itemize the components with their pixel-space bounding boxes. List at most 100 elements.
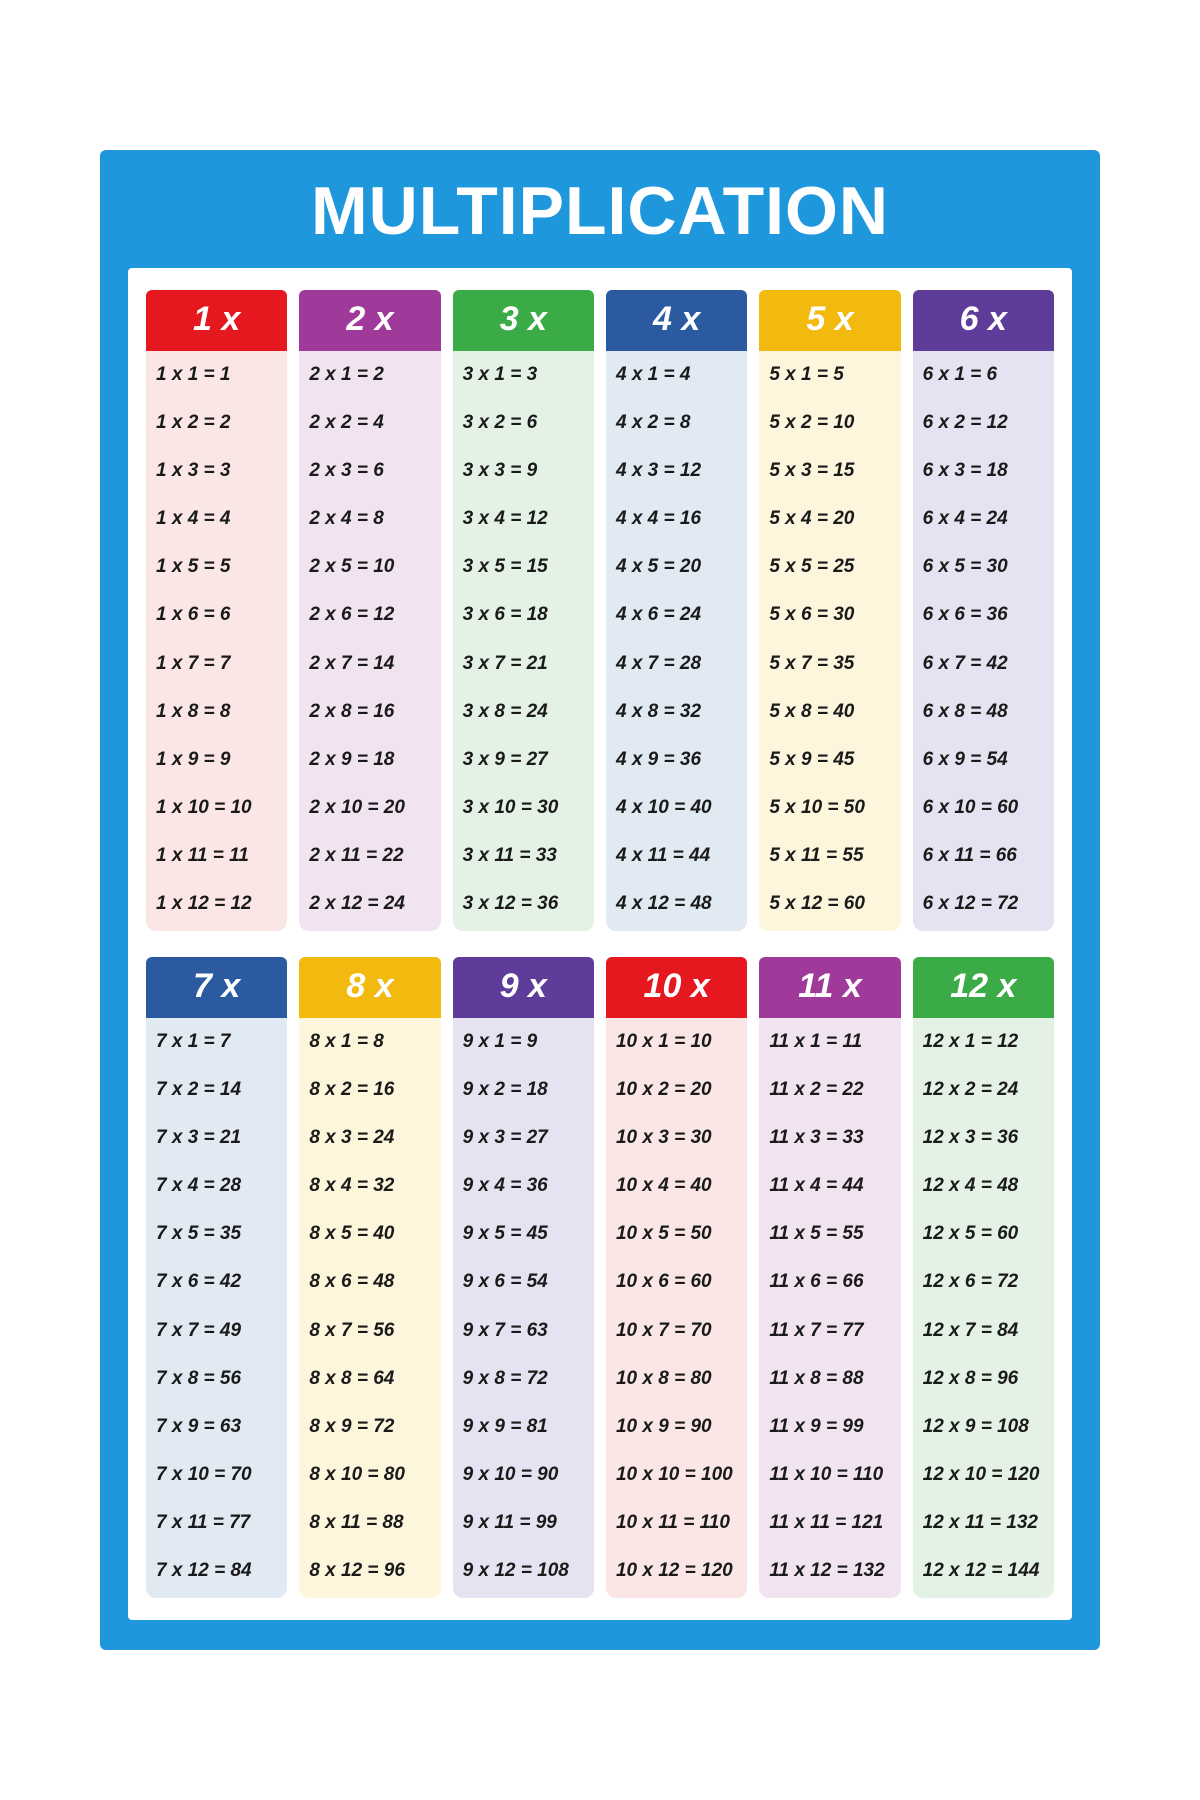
column-header: 9 x <box>453 957 594 1018</box>
equation: 7 x 7 = 49 <box>156 1321 281 1342</box>
equation: 4 x 8 = 32 <box>616 702 741 723</box>
column-body: 9 x 1 = 99 x 2 = 189 x 3 = 279 x 4 = 369… <box>453 1018 594 1598</box>
equation: 8 x 11 = 88 <box>309 1513 434 1534</box>
equation: 6 x 9 = 54 <box>923 750 1048 771</box>
equation: 3 x 5 = 15 <box>463 557 588 578</box>
equation: 5 x 7 = 35 <box>769 654 894 675</box>
table-column-10: 10 x10 x 1 = 1010 x 2 = 2010 x 3 = 3010 … <box>606 957 747 1598</box>
equation: 1 x 1 = 1 <box>156 365 281 386</box>
equation: 6 x 6 = 36 <box>923 605 1048 626</box>
equation: 12 x 4 = 48 <box>923 1176 1048 1197</box>
equation: 9 x 7 = 63 <box>463 1321 588 1342</box>
column-body: 11 x 1 = 11 11 x 2 = 22 11 x 3 = 33 11 x 4 … <box>759 1018 900 1598</box>
equation: 5 x 5 = 25 <box>769 557 894 578</box>
equation: 8 x 12 = 96 <box>309 1561 434 1582</box>
equation: 4 x 1 = 4 <box>616 365 741 386</box>
equation: 9 x 2 = 18 <box>463 1080 588 1101</box>
equation: 2 x 6 = 12 <box>309 605 434 626</box>
equation: 6 x 4 = 24 <box>923 509 1048 530</box>
equation: 12 x 5 = 60 <box>923 1224 1048 1245</box>
equation: 6 x 3 = 18 <box>923 461 1048 482</box>
equation: 8 x 9 = 72 <box>309 1417 434 1438</box>
equation: 10 x 8 = 80 <box>616 1369 741 1390</box>
equation: 4 x 6 = 24 <box>616 605 741 626</box>
multiplication-poster: MULTIPLICATION 1 x1 x 1 = 11 x 2 = 21 x … <box>100 150 1100 1650</box>
equation: 5 x 1 = 5 <box>769 365 894 386</box>
equation: 11 x 3 = 33 <box>769 1128 894 1149</box>
equation: 11 x 2 = 22 <box>769 1080 894 1101</box>
equation: 11 x 8 = 88 <box>769 1369 894 1390</box>
poster-title: MULTIPLICATION <box>128 172 1072 250</box>
equation: 6 x 2 = 12 <box>923 413 1048 434</box>
column-header: 11 x <box>759 957 900 1018</box>
column-body: 1 x 1 = 11 x 2 = 21 x 3 = 31 x 4 = 41 x … <box>146 351 287 931</box>
equation: 7 x 9 = 63 <box>156 1417 281 1438</box>
equation: 2 x 9 = 18 <box>309 750 434 771</box>
column-header: 5 x <box>759 290 900 351</box>
equation: 7 x 1 = 7 <box>156 1032 281 1053</box>
equation: 3 x 4 = 12 <box>463 509 588 530</box>
equation: 9 x 9 = 81 <box>463 1417 588 1438</box>
column-header: 7 x <box>146 957 287 1018</box>
column-body: 12 x 1 = 1212 x 2 = 2412 x 3 = 3612 x 4 … <box>913 1018 1054 1598</box>
equation: 7 x 8 = 56 <box>156 1369 281 1390</box>
equation: 1 x 10 = 10 <box>156 798 281 819</box>
equation: 1 x 3 = 3 <box>156 461 281 482</box>
equation: 1 x 8 = 8 <box>156 702 281 723</box>
table-column-12: 12 x12 x 1 = 1212 x 2 = 2412 x 3 = 3612 … <box>913 957 1054 1598</box>
equation: 9 x 3 = 27 <box>463 1128 588 1149</box>
equation: 12 x 2 = 24 <box>923 1080 1048 1101</box>
equation: 12 x 7 = 84 <box>923 1321 1048 1342</box>
equation: 12 x 1 = 12 <box>923 1032 1048 1053</box>
tables-row-2: 7 x7 x 1 = 77 x 2 = 147 x 3 = 217 x 4 = … <box>146 957 1054 1598</box>
equation: 10 x 9 = 90 <box>616 1417 741 1438</box>
equation: 8 x 6 = 48 <box>309 1272 434 1293</box>
equation: 5 x 11 = 55 <box>769 846 894 867</box>
column-header: 12 x <box>913 957 1054 1018</box>
equation: 3 x 6 = 18 <box>463 605 588 626</box>
equation: 2 x 1 = 2 <box>309 365 434 386</box>
equation: 6 x 8 = 48 <box>923 702 1048 723</box>
equation: 2 x 12 = 24 <box>309 894 434 915</box>
equation: 2 x 11 = 22 <box>309 846 434 867</box>
equation: 8 x 5 = 40 <box>309 1224 434 1245</box>
equation: 1 x 7 = 7 <box>156 654 281 675</box>
equation: 2 x 4 = 8 <box>309 509 434 530</box>
column-header: 4 x <box>606 290 747 351</box>
column-body: 7 x 1 = 77 x 2 = 147 x 3 = 217 x 4 = 287… <box>146 1018 287 1598</box>
equation: 5 x 4 = 20 <box>769 509 894 530</box>
table-column-1: 1 x1 x 1 = 11 x 2 = 21 x 3 = 31 x 4 = 41… <box>146 290 287 931</box>
column-header: 10 x <box>606 957 747 1018</box>
equation: 12 x 9 = 108 <box>923 1417 1048 1438</box>
tables-row-1: 1 x1 x 1 = 11 x 2 = 21 x 3 = 31 x 4 = 41… <box>146 290 1054 931</box>
equation: 6 x 12 = 72 <box>923 894 1048 915</box>
table-column-7: 7 x7 x 1 = 77 x 2 = 147 x 3 = 217 x 4 = … <box>146 957 287 1598</box>
equation: 10 x 5 = 50 <box>616 1224 741 1245</box>
table-column-3: 3 x3 x 1 = 33 x 2 = 63 x 3 = 93 x 4 = 12… <box>453 290 594 931</box>
table-column-11: 11 x11 x 1 = 1111 x 2 = 2211 x 3 = 3311 … <box>759 957 900 1598</box>
equation: 12 x 12 = 144 <box>923 1561 1048 1582</box>
equation: 6 x 7 = 42 <box>923 654 1048 675</box>
equation: 3 x 7 = 21 <box>463 654 588 675</box>
poster-inner: 1 x1 x 1 = 11 x 2 = 21 x 3 = 31 x 4 = 41… <box>128 268 1072 1620</box>
equation: 8 x 3 = 24 <box>309 1128 434 1149</box>
equation: 1 x 4 = 4 <box>156 509 281 530</box>
equation: 4 x 4 = 16 <box>616 509 741 530</box>
equation: 4 x 3 = 12 <box>616 461 741 482</box>
column-header: 3 x <box>453 290 594 351</box>
equation: 9 x 12 = 108 <box>463 1561 588 1582</box>
equation: 9 x 10 = 90 <box>463 1465 588 1486</box>
column-header: 6 x <box>913 290 1054 351</box>
equation: 7 x 12 = 84 <box>156 1561 281 1582</box>
equation: 5 x 8 = 40 <box>769 702 894 723</box>
equation: 9 x 6 = 54 <box>463 1272 588 1293</box>
equation: 2 x 5 = 10 <box>309 557 434 578</box>
equation: 10 x 11 = 110 <box>616 1513 741 1534</box>
equation: 3 x 1 = 3 <box>463 365 588 386</box>
equation: 10 x 7 = 70 <box>616 1321 741 1342</box>
equation: 8 x 7 = 56 <box>309 1321 434 1342</box>
equation: 4 x 11 = 44 <box>616 846 741 867</box>
equation: 11 x 1 = 11 <box>769 1032 894 1053</box>
equation: 11 x 12 = 132 <box>769 1561 894 1582</box>
equation: 11 x 4 = 44 <box>769 1176 894 1197</box>
